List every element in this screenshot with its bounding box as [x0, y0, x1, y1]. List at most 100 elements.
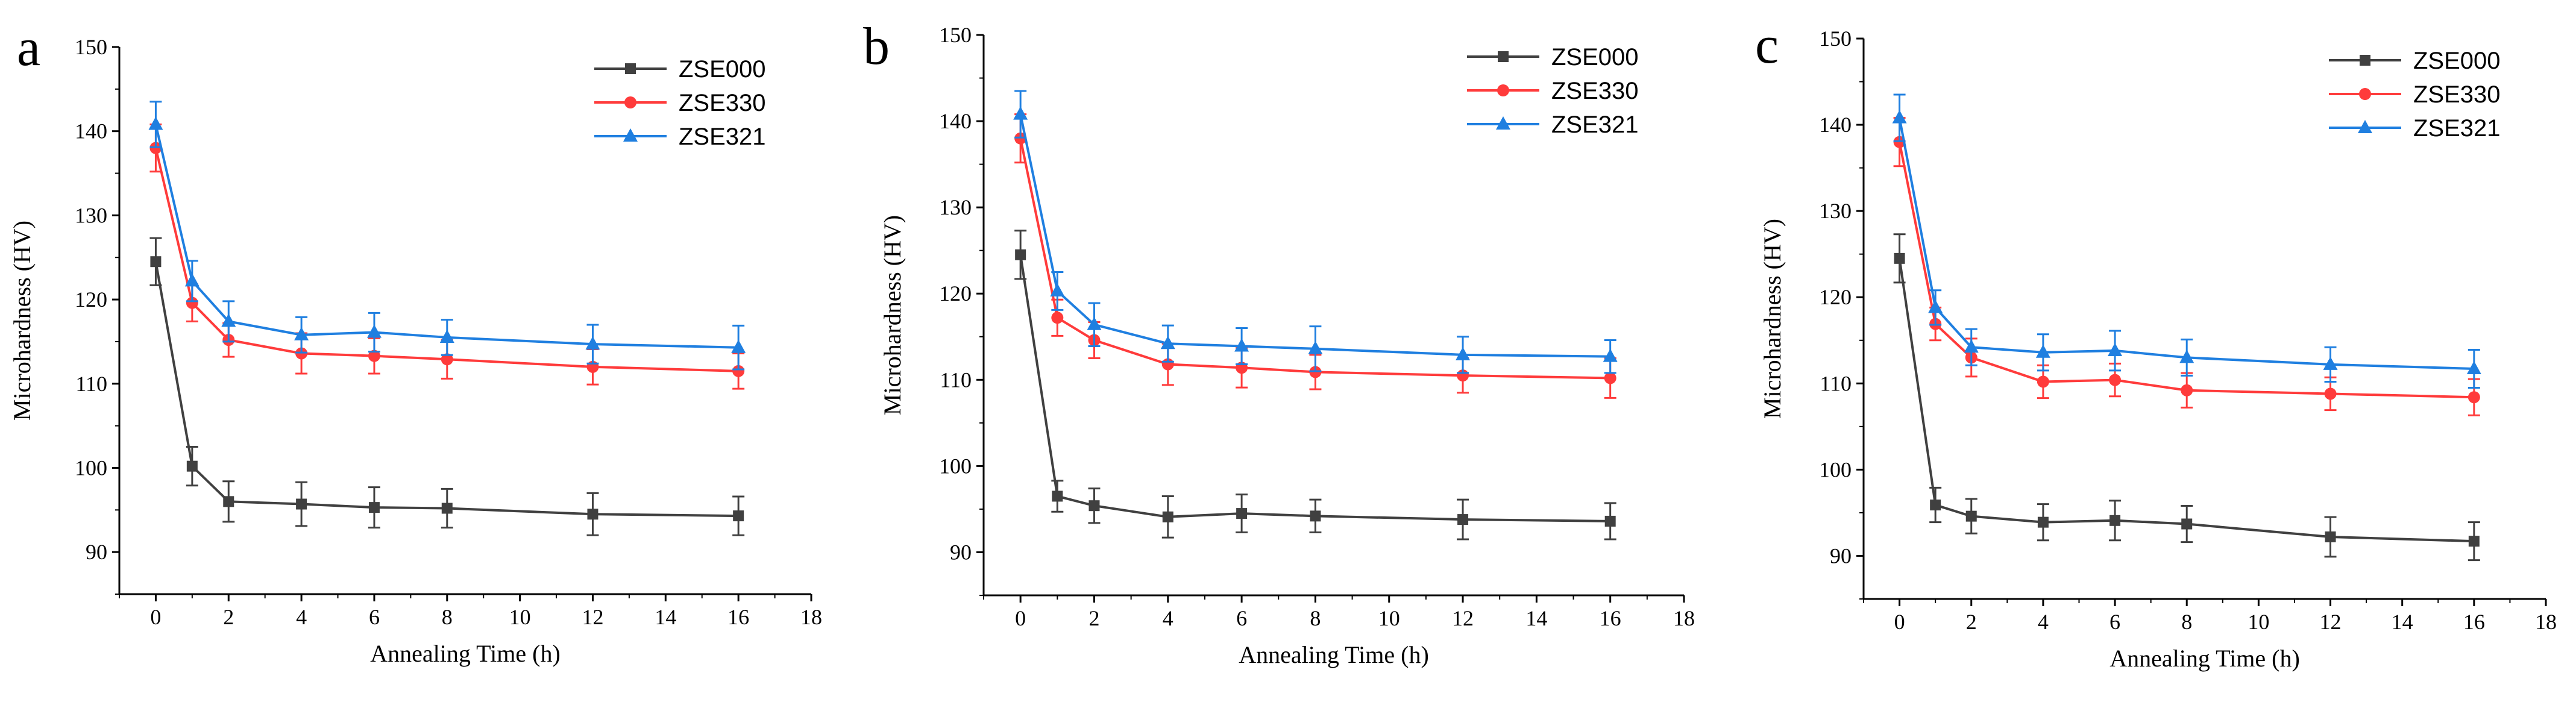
x-tick-label: 2 [1089, 606, 1099, 630]
x-tick-label: 6 [369, 605, 380, 629]
data-point-zse321 [2035, 344, 2050, 358]
y-axis-label: Microhardness (HV) [8, 221, 36, 421]
data-point-zse330 [186, 296, 198, 309]
data-point-zse321 [2323, 356, 2338, 370]
data-point-zse321 [294, 327, 309, 340]
series-line-zse330 [154, 148, 739, 372]
series-zse321 [148, 101, 746, 371]
data-point-zse321 [1087, 316, 1102, 330]
data-point-zse330 [1604, 372, 1616, 384]
y-tick-label: 110 [1820, 371, 1852, 395]
x-tick-label: 0 [1015, 606, 1026, 630]
data-point-zse321 [623, 128, 638, 142]
data-point-zse330 [2109, 374, 2122, 386]
panel-letter: b [863, 17, 890, 76]
data-point-zse000 [2468, 536, 2480, 547]
data-point-zse000 [733, 510, 744, 522]
series-zse321 [1892, 93, 2481, 389]
data-point-zse321 [1013, 106, 1028, 120]
y-tick-label: 100 [1819, 457, 1852, 481]
x-tick-label: 10 [509, 605, 531, 629]
data-point-zse000 [1604, 515, 1616, 527]
x-tick-label: 2 [1966, 610, 1977, 634]
legend: ZSE000 ZSE330 ZSE321 [594, 56, 766, 150]
data-point-zse330 [2181, 384, 2193, 396]
data-point-zse330 [2037, 375, 2049, 388]
data-point-zse321 [1964, 339, 1979, 353]
data-point-zse000 [223, 496, 234, 507]
y-tick-label: 130 [939, 195, 972, 219]
y-tick-label: 120 [75, 287, 107, 312]
x-tick-label: 16 [1600, 606, 1621, 630]
data-point-zse330 [2324, 387, 2337, 400]
data-point-zse321 [148, 116, 163, 130]
series-line-zse000 [1898, 258, 2474, 543]
data-point-zse000 [1162, 511, 1173, 522]
series-zse330 [1893, 117, 2480, 416]
y-tick-label: 130 [75, 203, 107, 227]
legend-label-zse321: ZSE321 [1551, 111, 1639, 138]
y-tick-label: 130 [1819, 199, 1852, 223]
data-point-zse000 [2360, 55, 2370, 66]
series-line-zse330 [1019, 138, 1610, 380]
series-line-zse000 [154, 261, 739, 518]
data-point-zse000 [186, 460, 198, 472]
y-tick-label: 100 [939, 454, 972, 478]
data-point-zse321 [1160, 336, 1175, 349]
legend-label-zse321: ZSE321 [2413, 115, 2501, 142]
data-point-zse000 [1965, 510, 1977, 522]
y-axis-label: Microhardness (HV) [879, 215, 906, 415]
data-point-zse330 [2468, 391, 2480, 404]
y-tick-label: 110 [940, 368, 972, 392]
y-tick-label: 100 [75, 456, 107, 480]
x-tick-label: 0 [150, 605, 161, 629]
x-tick-label: 18 [2535, 610, 2557, 634]
legend-label-zse330: ZSE330 [2413, 81, 2501, 108]
data-point-zse321 [731, 339, 746, 353]
data-point-zse000 [1236, 508, 1248, 519]
x-tick-label: 14 [1525, 606, 1547, 630]
x-axis-label: Annealing Time (h) [2109, 645, 2300, 672]
x-axis-label: Annealing Time (h) [1239, 641, 1429, 668]
series-line-zse330 [1898, 142, 2474, 399]
data-point-zse000 [2037, 516, 2049, 528]
x-tick-label: 12 [582, 605, 603, 629]
data-point-zse330 [368, 349, 380, 362]
y-tick-label: 150 [75, 35, 107, 59]
data-point-zse000 [150, 256, 162, 268]
data-point-zse321 [1496, 116, 1510, 130]
y-tick-label: 120 [1819, 285, 1852, 309]
data-point-zse321 [221, 313, 236, 327]
series-line-zse321 [1898, 118, 2474, 370]
x-tick-label: 14 [2392, 610, 2413, 634]
data-point-zse321 [1308, 340, 1323, 354]
x-tick-label: 14 [655, 605, 676, 629]
data-point-zse321 [1603, 348, 1618, 362]
y-tick-label: 140 [1819, 113, 1852, 137]
data-point-zse330 [624, 96, 636, 108]
y-tick-label: 90 [86, 540, 107, 564]
chart-panel-a: a 90 100 110 120 130 140 150 0 2 4 6 8 10 12 14 16 18 Anne… [8, 19, 822, 667]
legend-label-zse000: ZSE000 [1551, 44, 1639, 71]
chart-panel-c: c 90 100 110 120 130 140 150 0 2 4 6 8 10 12 14 16 18 Anne… [1755, 16, 2557, 672]
data-point-zse000 [1089, 500, 1100, 512]
y-axis-label: Microhardness (HV) [1759, 219, 1786, 419]
x-tick-label: 4 [1163, 606, 1173, 630]
x-tick-label: 16 [727, 605, 749, 629]
data-point-zse000 [2109, 515, 2121, 526]
x-tick-label: 12 [2320, 610, 2342, 634]
y-tick-label: 150 [1819, 27, 1852, 51]
data-point-zse000 [587, 509, 598, 520]
legend: ZSE000 ZSE330 ZSE321 [1467, 44, 1639, 138]
y-tick-label: 120 [939, 281, 972, 306]
x-tick-label: 6 [2109, 610, 2120, 634]
data-point-zse000 [2181, 518, 2193, 530]
data-point-zse321 [2466, 360, 2481, 374]
series-zse000 [149, 237, 745, 536]
series-line-zse000 [1019, 254, 1610, 522]
y-tick-label: 140 [75, 119, 107, 143]
series-zse000 [1014, 230, 1616, 541]
x-tick-label: 16 [2463, 610, 2485, 634]
x-tick-label: 8 [442, 605, 453, 629]
data-point-zse000 [368, 502, 380, 513]
